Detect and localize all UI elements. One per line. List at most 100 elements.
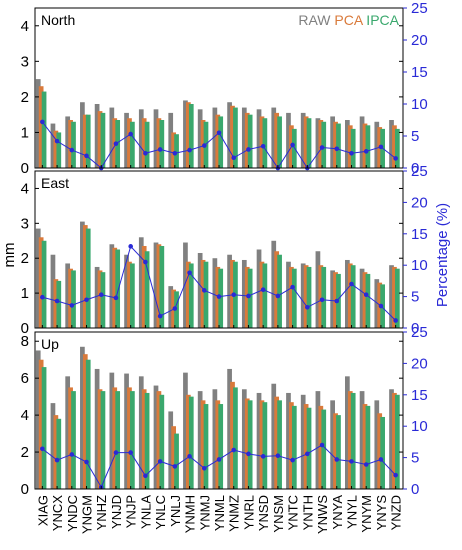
- y-right-tick-label: 0: [411, 320, 419, 337]
- y-right-tick-label: 0: [411, 160, 419, 177]
- bar-raw: [168, 286, 174, 328]
- bar-ipca: [159, 394, 165, 489]
- percentage-point: [187, 270, 192, 276]
- bar-pca: [318, 405, 324, 489]
- percentage-point: [319, 145, 325, 150]
- y-right-tick-label: 20: [411, 355, 428, 372]
- bar-pca: [274, 251, 280, 328]
- bar-ipca: [203, 404, 209, 489]
- percentage-point: [334, 298, 340, 304]
- percentage-point: [334, 457, 340, 462]
- bar-raw: [212, 389, 218, 489]
- bar-pca: [156, 391, 162, 489]
- y-left-tick-label: 2: [21, 444, 29, 461]
- bar-raw: [241, 389, 247, 489]
- bar-pca: [289, 266, 294, 328]
- bar-ipca: [115, 249, 121, 328]
- bar-ipca: [71, 121, 76, 168]
- bar-raw: [256, 392, 262, 489]
- bar-raw: [300, 394, 306, 489]
- x-tick-label: YNYL: [344, 495, 359, 529]
- y-right-tick-label: 10: [411, 257, 428, 274]
- bar-raw: [35, 79, 41, 168]
- legend-ipca: IPCA: [362, 12, 399, 28]
- bar-ipca: [85, 359, 91, 489]
- y-right-tick-label: 10: [411, 96, 428, 113]
- bar-raw: [212, 107, 218, 168]
- bar-raw: [389, 265, 394, 328]
- percentage-point: [172, 306, 178, 311]
- percentage-point: [157, 147, 163, 152]
- percentage-point: [113, 295, 119, 301]
- bar-raw: [109, 372, 115, 489]
- percentage-point: [275, 453, 281, 459]
- bar-ipca: [188, 104, 194, 168]
- percentage-point: [54, 298, 60, 304]
- x-tick-label: YNYA: [330, 495, 345, 530]
- bar-pca: [53, 415, 59, 489]
- bar-raw: [65, 263, 71, 328]
- bar-pca: [127, 261, 132, 328]
- bar-pca: [127, 118, 132, 168]
- bar-raw: [330, 116, 335, 168]
- bar-ipca: [203, 261, 209, 328]
- percentage-point: [172, 464, 178, 469]
- percentage-point: [363, 462, 369, 467]
- bar-ipca: [291, 268, 297, 328]
- percentage-point: [319, 442, 325, 448]
- percentage-point: [393, 318, 398, 323]
- bar-pca: [289, 402, 294, 489]
- bar-raw: [35, 350, 41, 489]
- bar-raw: [212, 258, 218, 328]
- bar-ipca: [41, 367, 47, 489]
- x-tick-label: YNYS: [374, 495, 389, 531]
- bar-pca: [156, 118, 162, 168]
- percentage-point: [40, 119, 45, 125]
- bar-ipca: [188, 396, 194, 489]
- bar-raw: [168, 411, 174, 489]
- bar-pca: [97, 389, 103, 489]
- bar-raw: [345, 259, 350, 328]
- percentage-point: [290, 284, 295, 290]
- bar-ipca: [262, 118, 268, 168]
- bar-pca: [171, 132, 176, 168]
- bar-pca: [112, 247, 118, 328]
- bar-pca: [38, 237, 44, 328]
- bar-ipca: [247, 114, 253, 168]
- bar-ipca: [365, 125, 371, 168]
- bar-pca: [377, 413, 383, 489]
- bar-pca: [274, 396, 280, 489]
- bar-ipca: [130, 121, 135, 168]
- y-right-tick-label: 15: [411, 64, 428, 81]
- bar-raw: [197, 109, 203, 168]
- percentage-point: [54, 138, 60, 144]
- x-tick-label: YNSD: [256, 495, 271, 531]
- x-tick-label: YNMJ: [197, 495, 212, 530]
- bar-pca: [171, 426, 176, 489]
- bar-raw: [138, 109, 144, 168]
- percentage-point: [69, 452, 75, 457]
- bar-raw: [241, 107, 247, 168]
- bar-raw: [359, 391, 365, 489]
- y-right-tick-label: 20: [411, 32, 428, 49]
- bar-ipca: [277, 400, 282, 489]
- bar-pca: [186, 261, 191, 328]
- bar-ipca: [218, 116, 224, 168]
- bar-raw: [80, 346, 85, 489]
- y-right-tick-label: 15: [411, 226, 428, 243]
- bar-ipca: [130, 263, 135, 328]
- percentage-point: [54, 457, 60, 463]
- x-tick-label: YNZD: [389, 495, 404, 530]
- bar-ipca: [395, 394, 400, 489]
- bar-raw: [183, 100, 188, 168]
- percentage-point: [216, 294, 222, 299]
- y-right-tick-label: 10: [411, 418, 428, 435]
- percentage-point: [305, 451, 310, 457]
- y-left-tick-label: 6: [21, 370, 29, 387]
- percentage-point: [69, 147, 75, 153]
- bar-ipca: [174, 134, 179, 168]
- bar-ipca: [277, 254, 282, 328]
- bar-ipca: [365, 273, 371, 328]
- x-tick-label: YNHZ: [94, 495, 109, 530]
